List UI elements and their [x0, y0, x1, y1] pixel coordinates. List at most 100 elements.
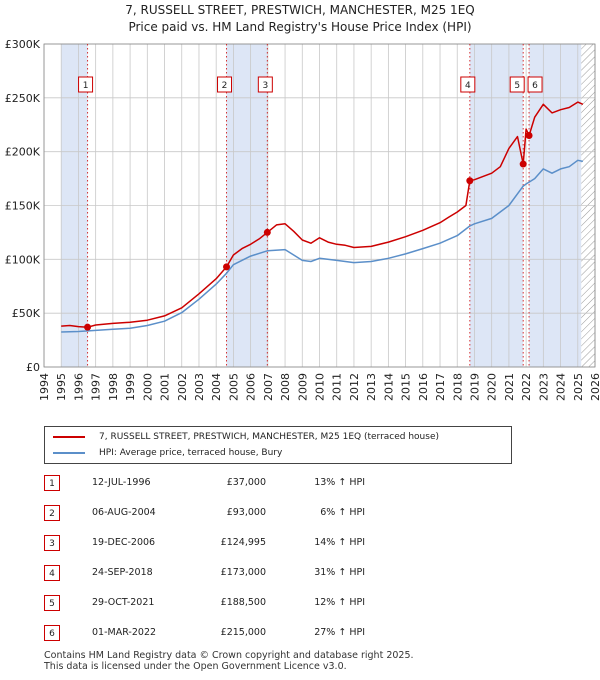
sale-date: 24-SEP-2018: [92, 567, 153, 578]
legend-swatch-hpi: [53, 452, 85, 454]
chart-title: 7, RUSSELL STREET, PRESTWICH, MANCHESTER…: [0, 2, 600, 36]
x-tick-label: 2004: [210, 373, 223, 401]
sale-number-label: 6: [532, 81, 538, 91]
table-row: 2 06-AUG-2004 £93,000 6% ↑ HPI: [44, 505, 444, 523]
sale-number-badge: 3: [44, 535, 60, 551]
x-tick-label: 2023: [537, 373, 550, 401]
table-row: 5 29-OCT-2021 £188,500 12% ↑ HPI: [44, 595, 444, 613]
plot-frame: [43, 43, 596, 368]
sale-hpi-diff: 14% ↑ HPI: [314, 537, 365, 548]
sale-number-label: 2: [222, 81, 228, 91]
sale-number-label: 3: [262, 81, 268, 91]
series-line-property: [61, 101, 584, 328]
sale-hpi-diff: 6% ↑ HPI: [320, 507, 365, 518]
sale-number-box: [78, 76, 94, 93]
x-tick-label: 2002: [176, 373, 189, 401]
table-row: 4 24-SEP-2018 £173,000 31% ↑ HPI: [44, 565, 444, 583]
sale-date: 29-OCT-2021: [92, 597, 155, 608]
table-row: 3 19-DEC-2006 £124,995 14% ↑ HPI: [44, 535, 444, 553]
x-tick-label: 1997: [90, 373, 103, 401]
sale-number-label: 4: [465, 81, 471, 91]
sale-price: £37,000: [226, 477, 266, 488]
sale-date: 01-MAR-2022: [92, 627, 157, 638]
x-tick-label: 2024: [555, 373, 568, 401]
y-tick-label: £0: [26, 361, 40, 374]
sale-point: [84, 323, 92, 331]
footer: Contains HM Land Registry data © Crown c…: [44, 650, 414, 672]
x-tick-label: 2005: [227, 373, 240, 401]
legend-swatch-property: [53, 436, 85, 438]
x-tick-label: 2026: [589, 373, 600, 401]
sale-number-box: [460, 76, 476, 93]
x-tick-label: 2012: [348, 373, 361, 401]
y-tick-label: £150K: [5, 200, 41, 213]
x-tick-label: 2015: [400, 373, 413, 401]
x-tick-label: 2003: [193, 373, 206, 401]
x-tick-label: 2008: [279, 373, 292, 401]
table-row: 1 12-JUL-1996 £37,000 13% ↑ HPI: [44, 475, 444, 493]
sale-number-label: 5: [514, 81, 520, 91]
y-tick-label: £200K: [5, 146, 41, 159]
x-tick-label: 2000: [141, 373, 154, 401]
table-row: 6 01-MAR-2022 £215,000 27% ↑ HPI: [44, 625, 444, 643]
x-tick-label: 2019: [468, 373, 481, 401]
sale-number-label: 1: [83, 81, 89, 91]
sale-price: £173,000: [220, 567, 266, 578]
sale-number-box: [509, 76, 525, 93]
title-line-1: 7, RUSSELL STREET, PRESTWICH, MANCHESTER…: [125, 3, 475, 17]
x-tick-labels: 1994 1995 1996 1997 1998 1999 2000 2001 2002 2003…: [38, 373, 600, 401]
x-tick-label: 1994: [38, 373, 51, 401]
sale-number-badge: 6: [44, 625, 60, 641]
sale-price: £124,995: [220, 537, 266, 548]
x-tick-label: 2010: [314, 373, 327, 401]
sale-hpi-diff: 13% ↑ HPI: [314, 477, 365, 488]
x-tick-label: 2017: [434, 373, 447, 401]
footer-copyright: Contains HM Land Registry data © Crown c…: [44, 650, 414, 661]
y-tick-label: £100K: [5, 253, 41, 266]
sale-price: £93,000: [226, 507, 266, 518]
x-tick-label: 2006: [245, 373, 258, 401]
legend: 7, RUSSELL STREET, PRESTWICH, MANCHESTER…: [44, 426, 512, 464]
x-tick-label: 2022: [520, 373, 533, 401]
sale-number-labels: 1 2 3 4 5 6: [78, 76, 543, 93]
title-line-2: Price paid vs. HM Land Registry's House …: [128, 20, 472, 34]
y-tick-labels: £0 £50K £100K £150K £200K £250K £300K: [5, 38, 41, 374]
sale-number-box: [527, 76, 543, 93]
sale-point: [223, 263, 231, 271]
x-tick-label: 2018: [451, 373, 464, 401]
sale-number-badge: 2: [44, 505, 60, 521]
y-tick-label: £300K: [5, 38, 41, 51]
x-tick-label: 2014: [382, 373, 395, 401]
grid-lines: [43, 43, 596, 368]
sale-hpi-diff: 12% ↑ HPI: [314, 597, 365, 608]
sale-points: [84, 132, 533, 331]
x-tick-label: 1996: [72, 373, 85, 401]
legend-item-hpi: HPI: Average price, terraced house, Bury: [53, 446, 282, 460]
sale-point: [466, 177, 474, 185]
legend-label-property: 7, RUSSELL STREET, PRESTWICH, MANCHESTER…: [99, 432, 439, 442]
series-line-hpi: [61, 159, 584, 333]
series-lines: [61, 101, 584, 333]
sale-point: [519, 160, 527, 168]
x-tick-label: 2013: [365, 373, 378, 401]
x-tick-label: 2025: [572, 373, 585, 401]
sale-hpi-diff: 31% ↑ HPI: [314, 567, 365, 578]
x-tick-label: 1998: [107, 373, 120, 401]
sale-number-badge: 1: [44, 475, 60, 491]
sale-date: 06-AUG-2004: [92, 507, 156, 518]
sale-price: £188,500: [220, 597, 266, 608]
x-tick-label: 2021: [503, 373, 516, 401]
x-tick-label: 2009: [296, 373, 309, 401]
sale-hpi-diff: 27% ↑ HPI: [314, 627, 365, 638]
legend-label-hpi: HPI: Average price, terraced house, Bury: [99, 448, 283, 458]
sale-date: 19-DEC-2006: [92, 537, 156, 548]
sale-number-box: [257, 76, 273, 93]
x-tick-label: 2007: [262, 373, 275, 401]
sale-number-badge: 4: [44, 565, 60, 581]
legend-item-property: 7, RUSSELL STREET, PRESTWICH, MANCHESTER…: [53, 430, 439, 444]
sale-marker-lines: [87, 44, 530, 367]
y-tick-label: £50K: [12, 307, 41, 320]
x-tick-label: 2001: [159, 373, 172, 401]
x-tick-label: 2016: [417, 373, 430, 401]
x-tick-label: 2011: [331, 373, 344, 401]
